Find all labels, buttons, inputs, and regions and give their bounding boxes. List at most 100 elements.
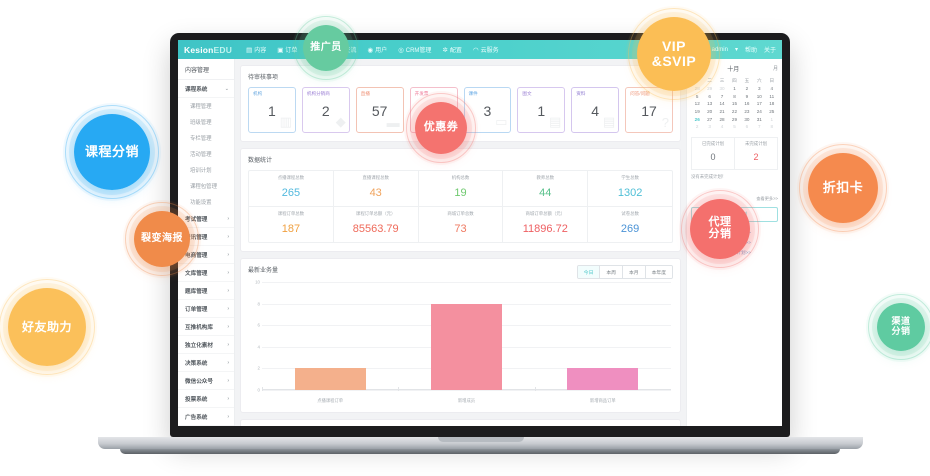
sidebar-item-9[interactable]: 决策系统 › xyxy=(178,354,234,372)
sidebar-item-6[interactable]: 订单管理 › xyxy=(178,300,234,318)
calendar-day[interactable]: 30 xyxy=(744,116,750,122)
plan-more-link[interactable]: 查看更多>> xyxy=(756,195,778,201)
calendar-day[interactable]: 8 xyxy=(770,124,774,130)
calendar-day[interactable]: 27 xyxy=(707,116,713,122)
calendar-day[interactable]: 30 xyxy=(719,86,725,92)
sidebar-item-2[interactable]: 资讯管理 › xyxy=(178,228,234,246)
pending-tile[interactable]: 图文 1 ▤ xyxy=(517,87,566,133)
calendar-day[interactable]: 9 xyxy=(745,93,749,99)
nav-item-6[interactable]: ✲ 配置 xyxy=(442,45,461,55)
bubble-promoter[interactable]: 推广员 xyxy=(294,16,358,80)
calendar[interactable]: 一二三四五六日 28293012345678910111213141516171… xyxy=(691,76,778,131)
bubble-channel-distribution[interactable]: 渠道 分销 xyxy=(868,294,930,360)
calendar-day[interactable]: 29 xyxy=(731,116,738,122)
calendar-day[interactable]: 14 xyxy=(719,101,725,107)
chart-tab-本年度[interactable]: 本年度 xyxy=(644,266,672,278)
sidebar-subitem-0-5[interactable]: 课程包管理 xyxy=(190,184,217,190)
pending-tile[interactable]: 直播 57 ▬ xyxy=(355,87,404,133)
help-link[interactable]: 帮助 xyxy=(744,48,757,54)
calendar-day[interactable]: 3 xyxy=(758,86,761,92)
calendar-day[interactable]: 28 xyxy=(694,86,700,92)
calendar-day[interactable]: 13 xyxy=(707,101,713,107)
sidebar-subitem-0-1[interactable]: 班级管理 xyxy=(190,120,212,126)
calendar-day[interactable]: 24 xyxy=(756,109,762,115)
chart-tab-本月[interactable]: 本月 xyxy=(621,266,645,278)
pending-tile[interactable]: 问答/问题 17? xyxy=(625,87,673,133)
bar-column[interactable] xyxy=(534,282,671,391)
calendar-day[interactable]: 25 xyxy=(769,109,775,115)
sidebar-item-3[interactable]: 电商管理 › xyxy=(178,246,234,264)
sidebar-item-5[interactable]: 题库管理 › xyxy=(178,282,234,300)
calendar-day[interactable]: 20 xyxy=(707,109,713,115)
calendar-day[interactable]: 1 xyxy=(733,86,736,92)
calendar-next-icon[interactable]: 月 xyxy=(772,66,778,72)
calendar-day[interactable]: 11 xyxy=(769,93,775,99)
sidebar-subitem-0-4[interactable]: 培训计划 xyxy=(190,168,212,174)
sidebar-item-1[interactable]: 考试管理 › xyxy=(178,210,234,228)
bubble-friend-boost[interactable]: 好友助力 xyxy=(0,279,95,375)
pending-tile[interactable]: 资料 4 ▤ xyxy=(571,87,620,133)
calendar-day[interactable]: 5 xyxy=(733,124,736,130)
calendar-day[interactable]: 4 xyxy=(720,124,724,130)
calendar-day[interactable]: 8 xyxy=(733,93,736,99)
bubble-fission-poster[interactable]: 裂变海报 xyxy=(125,202,199,276)
pending-tile[interactable]: 课件 3 ▭ xyxy=(463,87,512,133)
calendar-day[interactable]: 2 xyxy=(745,86,749,92)
nav-item-1[interactable]: ▣ 订单 xyxy=(277,45,297,55)
bubble-course-distribution[interactable]: 课程分销 xyxy=(65,105,159,199)
calendar-day[interactable]: 15 xyxy=(731,101,738,107)
calendar-day[interactable]: 22 xyxy=(731,109,738,115)
nav-item-0[interactable]: ▤ 内容 xyxy=(246,45,266,55)
chart-tab-今日[interactable]: 今日 xyxy=(577,266,600,278)
bubble-agent-distribution[interactable]: 代理 分销 xyxy=(681,190,759,268)
calendar-day[interactable]: 31 xyxy=(756,116,762,122)
calendar-day[interactable]: 29 xyxy=(707,86,713,92)
calendar-day[interactable]: 3 xyxy=(708,124,711,130)
calendar-day[interactable]: 10 xyxy=(756,93,762,99)
chevron-down-icon[interactable]: ▾ xyxy=(734,47,738,53)
sidebar-subitem-0-6[interactable]: 功能设置 xyxy=(190,200,212,206)
pending-tile[interactable]: 机构分销商 2 ◆ xyxy=(301,87,350,133)
calendar-day[interactable]: 7 xyxy=(720,93,724,99)
calendar-day[interactable]: 1 xyxy=(770,116,774,122)
sidebar-item-10[interactable]: 微信公众号 › xyxy=(178,372,234,390)
bubble-coupon[interactable]: 优惠券 xyxy=(406,93,476,163)
sidebar-subitem-0-3[interactable]: 活动管理 xyxy=(190,152,212,158)
calendar-day[interactable]: 16 xyxy=(744,101,750,107)
calendar-day[interactable]: 6 xyxy=(745,124,749,130)
nav-item-7[interactable]: ◠ 云服务 xyxy=(473,45,499,55)
calendar-day[interactable]: 23 xyxy=(744,109,750,115)
bar-column[interactable] xyxy=(262,282,398,391)
calendar-day[interactable]: 17 xyxy=(756,101,762,107)
sidebar-item-0[interactable]: 课程系统 ⌄ xyxy=(178,80,234,98)
bubble-vip-svip[interactable]: VIP &SVIP xyxy=(628,8,720,100)
calendar-day[interactable]: 2 xyxy=(695,124,699,130)
about-link[interactable]: 关于 xyxy=(763,48,776,54)
calendar-day[interactable]: 26 xyxy=(694,116,700,122)
sidebar-item-12[interactable]: 广告系统 › xyxy=(178,408,234,426)
sidebar-item-7[interactable]: 互推机构库 › xyxy=(178,318,234,336)
calendar-day[interactable]: 19 xyxy=(694,109,700,115)
calendar-day[interactable]: 18 xyxy=(769,101,775,107)
nav-item-5[interactable]: ◎ CRM管理 xyxy=(398,45,431,55)
sidebar-item-11[interactable]: 投票系统 › xyxy=(178,390,234,408)
calendar-day[interactable]: 21 xyxy=(719,109,725,115)
bar-column[interactable] xyxy=(398,282,534,391)
stats-cell: 直播课程总数 43 xyxy=(332,171,418,206)
sidebar-item-8[interactable]: 独立化素材 › xyxy=(178,336,234,354)
bubble-discount-card[interactable]: 折扣卡 xyxy=(799,144,887,232)
pending-tile[interactable]: 机构 1 ▥ xyxy=(248,87,296,133)
sidebar-subitem-0-2[interactable]: 专栏管理 xyxy=(190,136,212,142)
nav-item-4[interactable]: ◉ 用户 xyxy=(367,45,387,55)
calendar-day[interactable]: 12 xyxy=(694,101,700,107)
calendar-day[interactable]: 5 xyxy=(695,93,699,99)
sidebar-subitem-0-0[interactable]: 课程管理 xyxy=(190,104,212,110)
sidebar-item-4[interactable]: 文库管理 › xyxy=(178,264,234,282)
app-logo[interactable]: KesionEDU xyxy=(184,45,246,55)
calendar-day[interactable]: 28 xyxy=(719,116,725,122)
calendar-day[interactable]: 6 xyxy=(708,93,711,99)
user-label[interactable]: admin xyxy=(711,46,728,53)
chart-tab-本周[interactable]: 本周 xyxy=(599,266,622,278)
calendar-day[interactable]: 4 xyxy=(770,86,774,92)
calendar-day[interactable]: 7 xyxy=(758,124,761,130)
